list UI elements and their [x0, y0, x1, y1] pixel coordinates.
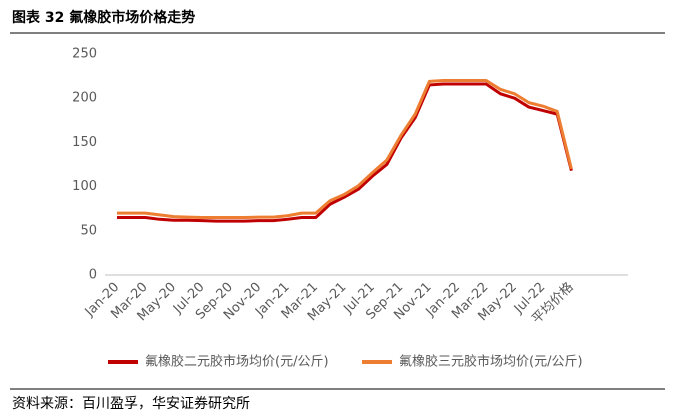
- y-tick-label: 100: [72, 179, 97, 194]
- y-tick-label: 250: [72, 47, 97, 62]
- chart-title: 图表 32 氟橡胶市场价格走势: [12, 9, 195, 26]
- y-tick-label: 150: [72, 135, 97, 150]
- series-line: [117, 79, 573, 220]
- y-tick-label: 200: [72, 91, 97, 106]
- series-line: [117, 82, 573, 223]
- y-tick-label: 50: [80, 223, 97, 238]
- legend-label: 氟橡胶二元胶市场均价(元/公斤): [145, 354, 329, 370]
- y-tick-label: 0: [89, 268, 97, 283]
- legend-label: 氟橡胶三元胶市场均价(元/公斤): [399, 354, 583, 370]
- source: 资料来源：百川盈孚，华安证券研究所: [12, 396, 250, 412]
